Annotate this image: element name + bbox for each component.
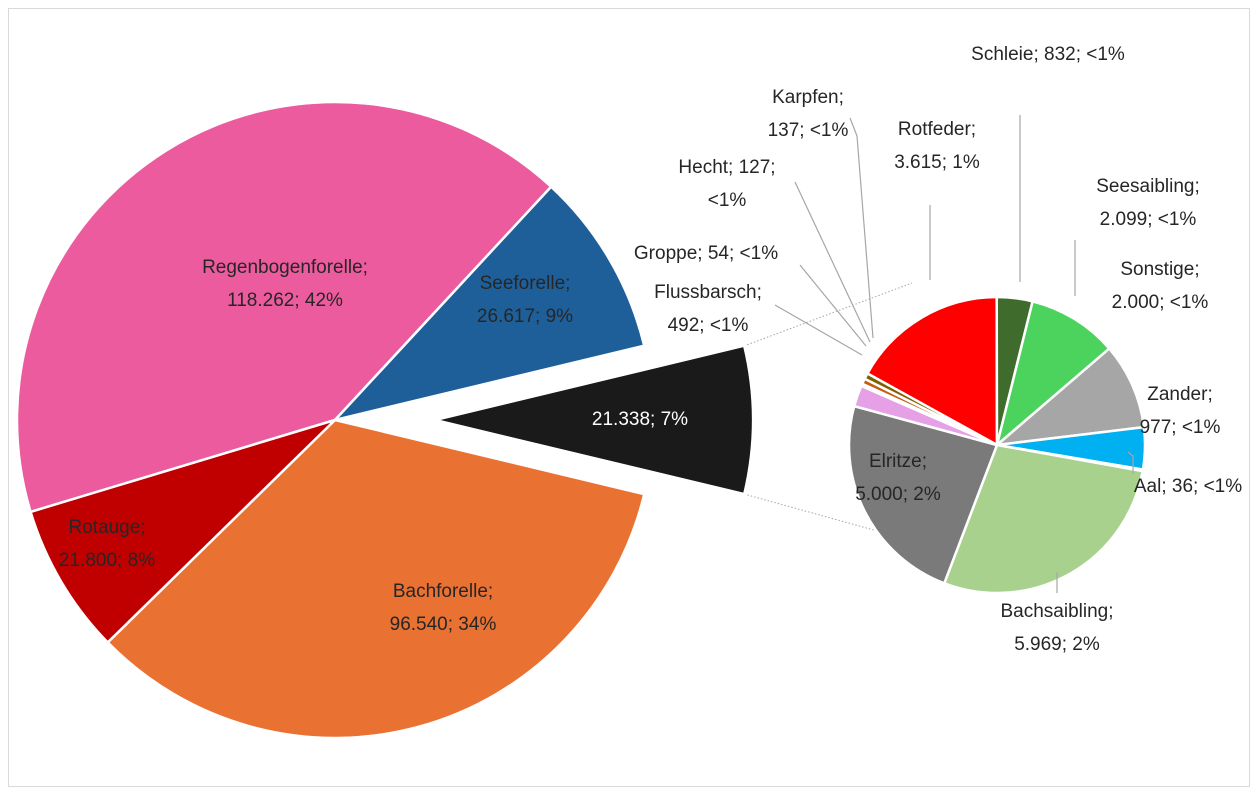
data-label: Rotfeder; 3.615; 1% [894,119,980,173]
leader-line [849,117,874,339]
pie-slice [865,295,999,448]
data-label: Zander; 977; <1% [1140,384,1221,438]
data-label: Flussbarsch; 492; <1% [654,282,762,336]
pie-slice [15,100,553,514]
data-label: Elritze; 5.000; 2% [855,451,941,505]
data-label: Seesaibling; 2.099; <1% [1096,176,1200,230]
data-label: Bachsaibling; 5.969; 2% [1000,601,1113,655]
pie-slice [862,371,998,447]
pie-slice [993,346,1146,447]
pie-slice [331,184,646,423]
data-label: Karpfen; 137; <1% [768,87,849,141]
data-label: Bachforelle; 96.540; 34% [390,581,497,635]
data-label: Sonstige; 2.000; <1% [1112,259,1209,313]
pie-slice [942,443,1145,595]
data-label: Schleie; 832; <1% [971,44,1125,65]
data-label: Hecht; 127; <1% [678,157,775,211]
pie-slice [29,418,336,645]
data-label: Aal; 36; <1% [1134,476,1242,497]
pie-slice [847,404,999,585]
data-label: 21.338; 7% [592,409,688,430]
data-label: Seeforelle; 26.617; 9% [477,273,573,327]
pie-slice [434,344,755,496]
data-label: Rotauge; 21.800; 8% [59,517,155,571]
data-label: Groppe; 54; <1% [634,243,778,264]
leader-line [794,181,871,343]
pie-slice [105,418,646,740]
leader-line [774,304,863,356]
leader-line [799,264,867,347]
pie-slice [994,299,1112,449]
leader-line [1127,451,1134,474]
data-label: Regenbogenforelle; 118.262; 42% [202,257,368,311]
